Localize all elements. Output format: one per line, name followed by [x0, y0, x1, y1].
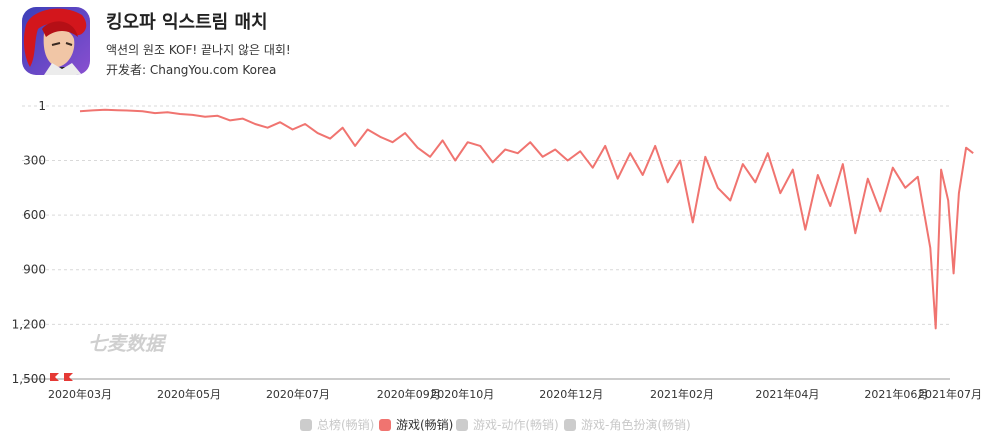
y-tick-label: 1,500 [12, 372, 46, 386]
legend-label: 游戏(畅销) [396, 418, 454, 432]
watermark: 七麦数据 [88, 333, 167, 355]
series-lines [79, 108, 974, 330]
y-tick-label: 600 [23, 208, 46, 222]
x-tick-label: 2021年04月 [755, 387, 819, 401]
fighter-portrait-icon [22, 7, 90, 75]
x-tick-label: 2020年05月 [157, 387, 221, 401]
x-tick-label: 2020年07月 [266, 387, 330, 401]
legend-label: 总榜(畅销) [317, 418, 375, 432]
app-title: 킹오파 익스트림 매치 [106, 12, 268, 33]
legend-swatch [379, 418, 391, 431]
legend-item[interactable]: 游戏-角色扮演(畅销) [564, 416, 691, 433]
series-line [79, 108, 974, 330]
x-tick-label: 2020年09月 [377, 387, 441, 401]
x-tick-label: 2020年12月 [539, 387, 603, 401]
legend-swatch [456, 418, 468, 431]
legend-item[interactable]: 总榜(畅销) [300, 416, 374, 433]
flag-icon [50, 373, 59, 384]
x-tick-label: 2021年06月 [864, 387, 928, 401]
y-axis-ticks: 1 300 600 900 1,200 1,500 [12, 99, 46, 386]
app-subtitle: 액션의 원조 KOF! 끝나지 않은 대회! [106, 43, 291, 57]
y-tick-label: 900 [23, 263, 46, 277]
legend-item[interactable]: 游戏(畅销) [379, 416, 453, 433]
start-flags [50, 373, 73, 384]
x-tick-label: 2021年07月 [918, 387, 982, 401]
y-tick-label: 1,200 [12, 317, 46, 331]
chart-legend: 总榜(畅销) 游戏(畅销) 游戏-动作(畅销) 游戏-角色扮演(畅销) [0, 416, 989, 434]
y-tick-label: 1 [38, 99, 46, 113]
legend-label: 游戏-角色扮演(畅销) [581, 418, 691, 432]
app-developer: 开发者: ChangYou.com Korea [106, 63, 277, 77]
legend-swatch [300, 418, 312, 431]
legend-label: 游戏-动作(畅销) [473, 418, 559, 432]
legend-swatch [564, 418, 576, 431]
x-tick-label: 2020年10月 [430, 387, 494, 401]
x-axis-ticks: 2020年03月 2020年05月 2020年07月 2020年09月2020年10月… [48, 387, 982, 401]
flag-icon [64, 373, 73, 384]
legend-item[interactable]: 游戏-动作(畅销) [456, 416, 559, 433]
app-icon [22, 7, 90, 75]
y-tick-label: 300 [23, 153, 46, 167]
grid-lines [22, 105, 950, 380]
x-tick-label: 2021年02月 [650, 387, 714, 401]
x-tick-label: 2020年03月 [48, 387, 112, 401]
